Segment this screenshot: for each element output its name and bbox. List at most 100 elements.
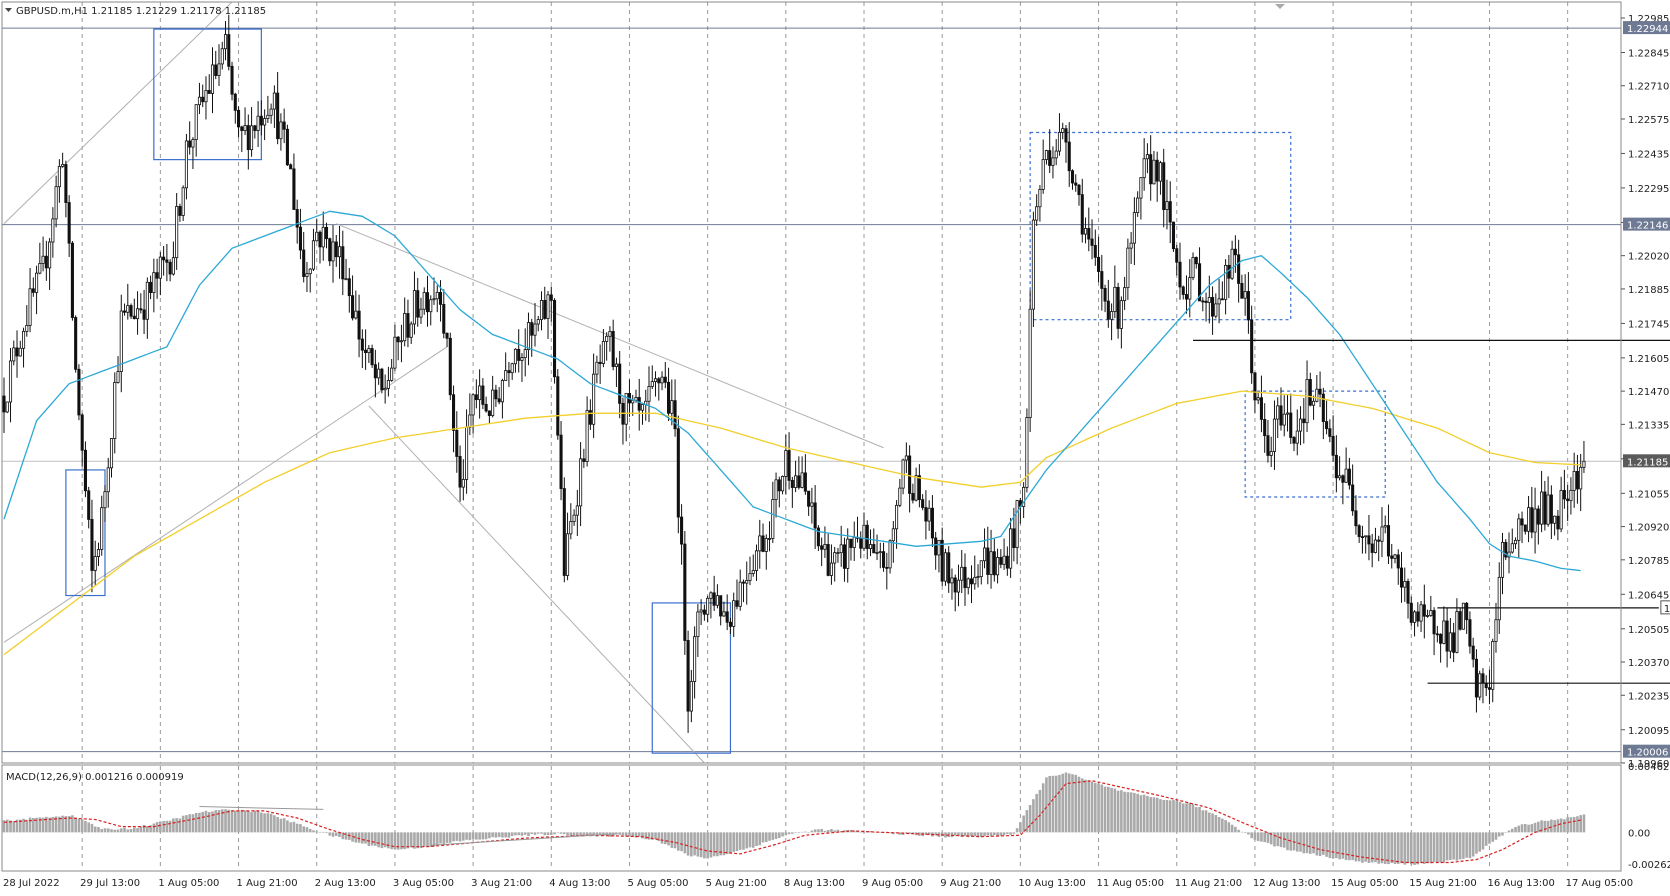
- candle-body: [122, 310, 127, 313]
- macd-trendline[interactable]: [430, 833, 617, 846]
- trendline[interactable]: [368, 405, 705, 764]
- candle-body: [943, 552, 947, 582]
- triangle-down-icon[interactable]: [5, 8, 12, 12]
- macd-histogram-bar: [696, 832, 700, 857]
- macd-histogram-bar: [230, 810, 234, 833]
- candle-body: [647, 386, 651, 402]
- candle-body: [2, 395, 6, 413]
- macd-histogram-bar: [484, 832, 488, 840]
- macd-histogram-bar: [1123, 791, 1126, 833]
- rectangle-object[interactable]: [153, 28, 262, 161]
- candle-body: [826, 544, 830, 576]
- candle-body: [1295, 430, 1299, 444]
- macd-histogram-bar: [1100, 784, 1104, 833]
- candle-body: [1246, 291, 1250, 321]
- candle-body: [1054, 150, 1058, 159]
- macd-histogram-bar: [660, 832, 664, 844]
- macd-histogram-bar: [615, 832, 618, 835]
- macd-histogram-bar: [1035, 793, 1038, 833]
- candle-body: [64, 164, 68, 203]
- macd-histogram-bar: [1354, 832, 1358, 862]
- candle-body: [351, 295, 355, 319]
- candle-body: [673, 400, 677, 430]
- macd-label: MACD(12,26,9) 0.001216 0.000919: [6, 772, 184, 783]
- candle-body: [383, 387, 387, 391]
- macd-histogram-bar: [263, 813, 266, 833]
- price-tick-label: 1.22575: [1628, 115, 1669, 126]
- macd-histogram-bar: [576, 832, 579, 837]
- candle-body: [90, 519, 94, 571]
- candle-body: [347, 278, 351, 297]
- macd-histogram-bar: [1012, 832, 1016, 834]
- candle-body: [318, 231, 322, 248]
- shift-marker-icon[interactable]: [1275, 4, 1285, 9]
- candle-body: [657, 378, 661, 384]
- rectangle-object[interactable]: [651, 602, 732, 754]
- macd-histogram-bar: [1523, 824, 1527, 833]
- macd-signal-line: [3, 780, 1581, 864]
- macd-histogram-bar: [442, 832, 446, 844]
- time-tick-label: 15 Aug 21:00: [1409, 878, 1476, 889]
- macd-histogram-bar: [869, 831, 872, 833]
- macd-histogram-bar: [113, 829, 117, 833]
- trendline[interactable]: [3, 346, 448, 643]
- candle-body: [1507, 551, 1511, 558]
- time-tick-label: 11 Aug 05:00: [1097, 878, 1164, 889]
- macd-histogram-bar: [1452, 832, 1455, 860]
- price-label-box: [1623, 744, 1670, 758]
- macd-histogram-bar: [126, 829, 130, 833]
- macd-histogram-bar: [719, 832, 722, 856]
- macd-histogram-bar: [403, 832, 406, 850]
- rectangles[interactable]: [65, 28, 1386, 754]
- candle-body: [87, 490, 91, 520]
- candle-body: [969, 578, 974, 585]
- candle-body: [452, 394, 456, 431]
- candle-body: [1044, 150, 1048, 160]
- macd-histogram-bar: [334, 832, 338, 836]
- trendline[interactable]: [3, 1, 233, 225]
- candle-body: [18, 347, 22, 357]
- candle-body: [328, 238, 332, 262]
- time-tick-label: 12 Aug 13:00: [1253, 878, 1320, 889]
- macd-histogram-bar: [455, 832, 459, 841]
- macd-histogram-bar: [970, 832, 973, 837]
- macd-histogram-bar: [634, 832, 638, 838]
- macd-trendline[interactable]: [199, 806, 324, 810]
- macd-histogram-bar: [572, 832, 576, 837]
- candle-body: [908, 455, 912, 494]
- candle-body: [116, 371, 120, 383]
- candle-body: [1465, 602, 1469, 621]
- time-tick-label: 5 Aug 05:00: [627, 878, 688, 889]
- candle-body: [533, 323, 537, 336]
- macd-histogram-bar: [563, 832, 566, 835]
- level-lines[interactable]: 1.216761.205901.20284: [1193, 333, 1670, 690]
- macd-histogram-bar: [530, 832, 534, 834]
- macd-histogram-bar: [481, 832, 485, 840]
- candle-body: [396, 336, 400, 343]
- candle-body: [1139, 177, 1143, 199]
- macd-histogram-bar: [1110, 787, 1113, 833]
- candle-body: [1119, 300, 1123, 329]
- candle-body: [820, 545, 824, 550]
- candle-body: [650, 381, 654, 387]
- candle-body: [592, 373, 596, 425]
- macd-histogram-bar: [934, 832, 937, 836]
- candle-body: [305, 273, 309, 277]
- candle-body: [145, 281, 149, 320]
- candle-body: [699, 609, 703, 613]
- macd-histogram-bar: [1449, 832, 1452, 861]
- macd-histogram-bar: [549, 832, 553, 835]
- candle-body: [214, 64, 218, 76]
- macd-histogram-bar: [51, 816, 55, 833]
- macd-histogram-bar: [817, 829, 820, 833]
- candle-body: [1357, 525, 1361, 538]
- rectangle-object[interactable]: [1029, 131, 1292, 321]
- macd-histogram-bar: [435, 832, 439, 845]
- rectangle-object[interactable]: [1244, 390, 1386, 498]
- macd-histogram-bar: [1019, 822, 1022, 833]
- candle-body: [1413, 611, 1417, 623]
- candle-body: [1386, 525, 1391, 557]
- candle-body: [471, 394, 475, 416]
- candle-body: [754, 550, 759, 571]
